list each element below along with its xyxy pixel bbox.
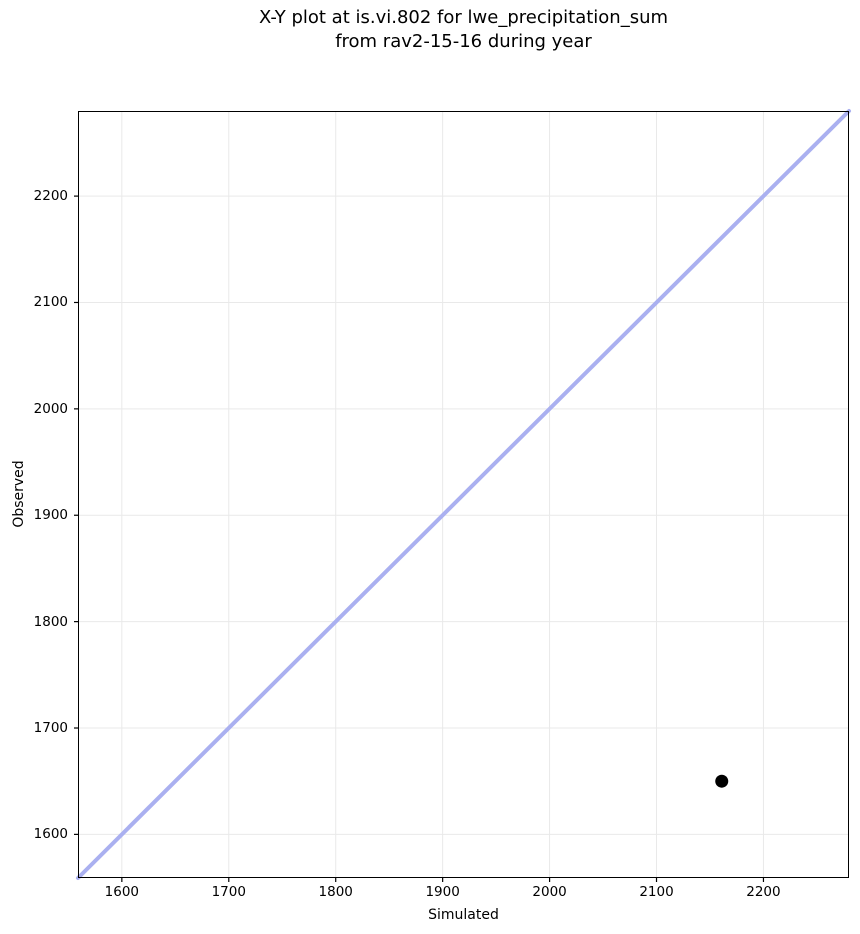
- y-tick-label: 1700: [33, 720, 68, 736]
- identity-line: [76, 109, 851, 880]
- x-tick-label: 2100: [639, 884, 674, 900]
- x-tick-label: 2200: [746, 884, 781, 900]
- x-tick-label: 1700: [211, 884, 246, 900]
- chart-title-line-1: X-Y plot at is.vi.802 for lwe_precipitat…: [258, 7, 669, 28]
- data-point: [715, 774, 729, 788]
- x-tick-label: 1600: [104, 884, 139, 900]
- x-tick-label: 1800: [318, 884, 353, 900]
- chart-title: X-Y plot at is.vi.802 for lwe_precipitat…: [78, 6, 849, 54]
- plot-frame: [78, 111, 849, 878]
- y-tick-label: 1900: [33, 507, 68, 524]
- x-tick-label: 1900: [425, 884, 460, 900]
- y-tick-label: 2200: [33, 188, 68, 205]
- y-tick-label: 2000: [33, 400, 68, 417]
- plot-canvas: [74, 109, 851, 882]
- x-axis-label: Simulated: [428, 907, 499, 923]
- plot-area: [74, 109, 851, 882]
- y-tick-label: 1600: [33, 826, 68, 843]
- chart-title-line-2: from rav2-15-16 during year: [335, 31, 592, 52]
- y-tick-label: 2100: [33, 294, 68, 311]
- x-tick-label: 2000: [532, 884, 567, 900]
- y-tick-label: 1800: [33, 613, 68, 630]
